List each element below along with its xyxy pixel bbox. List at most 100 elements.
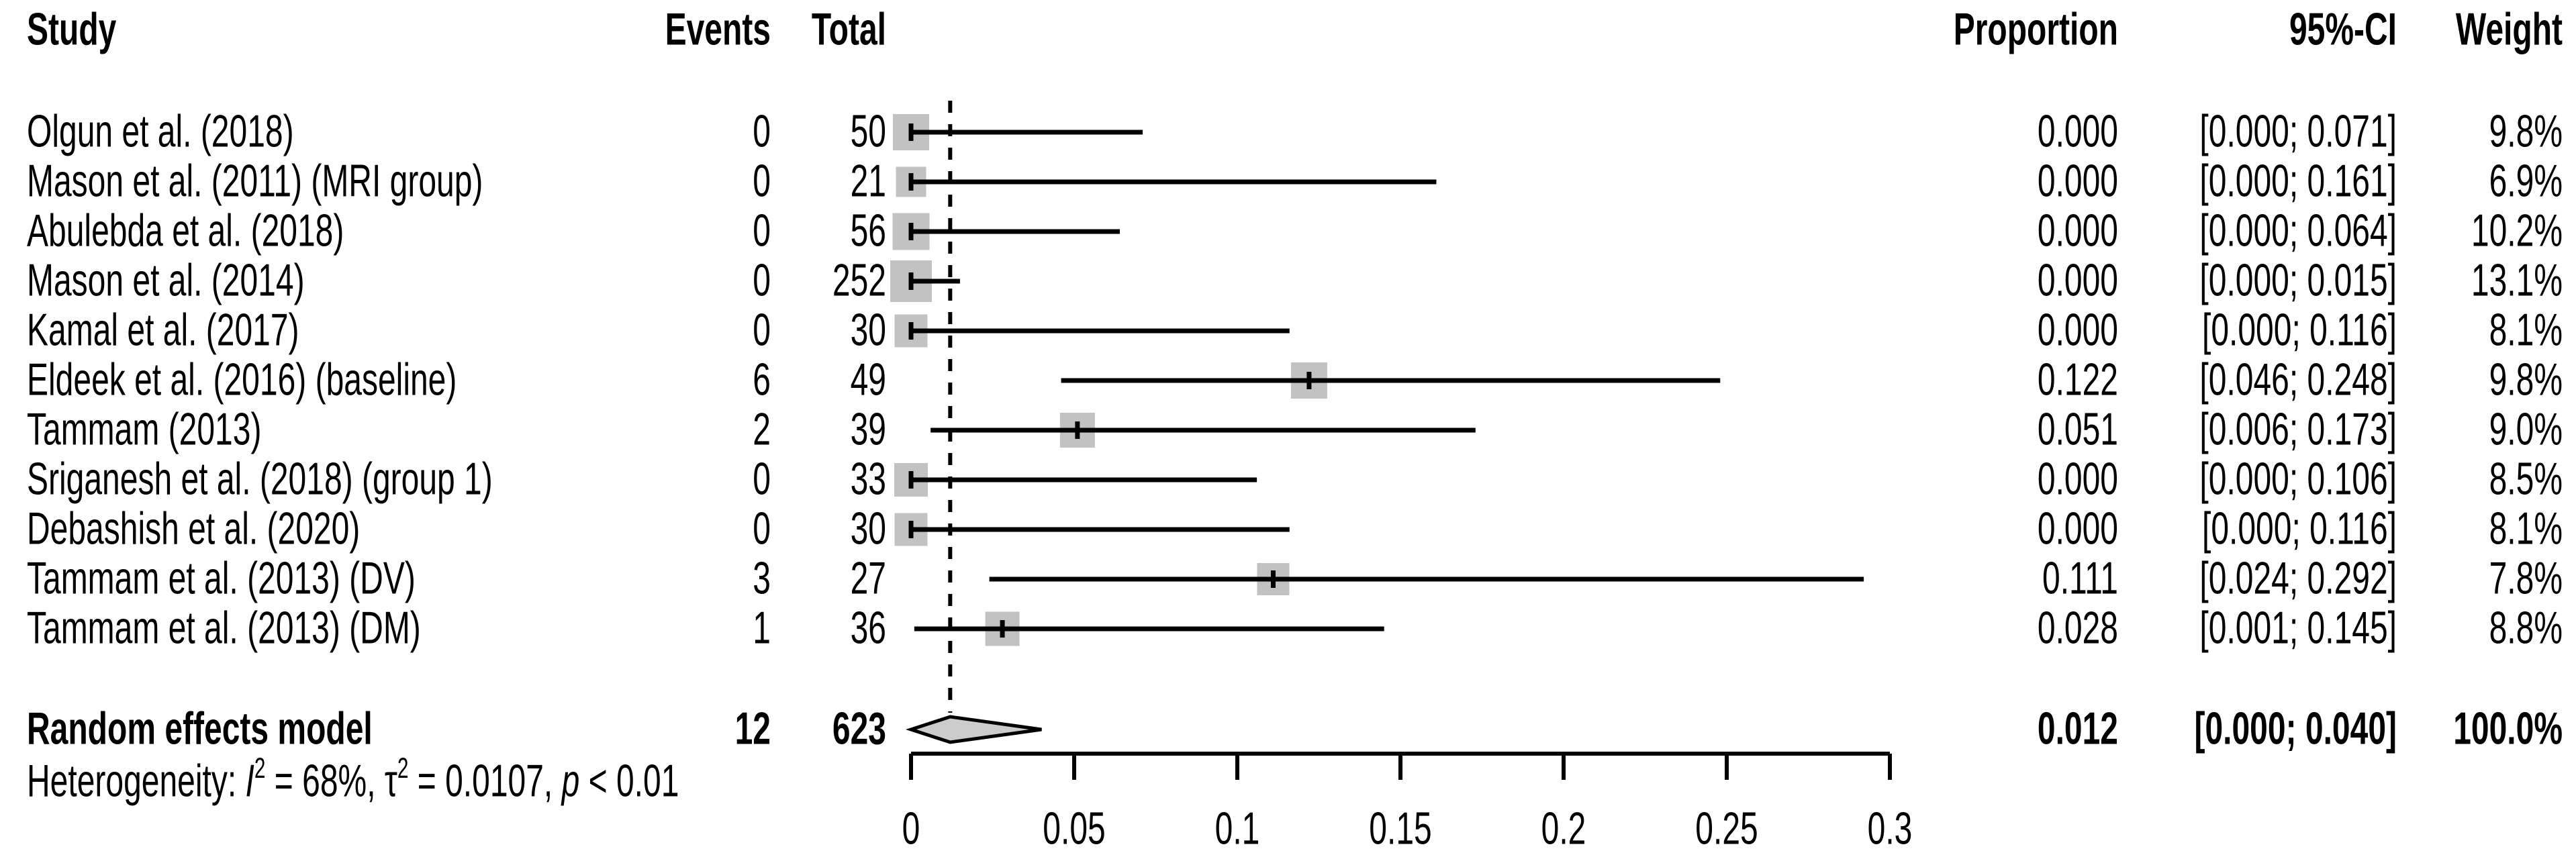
random-effects-weight: 100.0% [2453, 703, 2563, 754]
proportion-value: 0.028 [2037, 603, 2118, 654]
column-header-study: Study [27, 4, 117, 55]
study-label: Mason et al. (2014) [27, 255, 305, 306]
proportion-value: 0.111 [2042, 553, 2118, 604]
events-value: 3 [753, 553, 771, 604]
events-value: 1 [753, 603, 771, 654]
events-value: 6 [753, 354, 771, 405]
events-value: 0 [753, 305, 771, 356]
total-value: 252 [832, 255, 886, 306]
column-header-events: Events [665, 4, 771, 55]
ci-value: [0.024; 0.292] [2199, 553, 2397, 604]
proportion-value: 0.000 [2037, 205, 2118, 256]
point-estimate-tick [1000, 620, 1005, 638]
weight-value: 7.8% [2489, 553, 2563, 604]
proportion-value: 0.000 [2037, 305, 2118, 356]
x-axis-tick-label: 0.25 [1695, 803, 1758, 854]
total-value: 36 [850, 603, 886, 654]
point-estimate-tick [908, 123, 914, 141]
study-label: Debashish et al. (2020) [27, 503, 361, 554]
ci-value: [0.000; 0.015] [2199, 255, 2397, 306]
weight-value: 9.8% [2489, 106, 2563, 157]
proportion-value: 0.000 [2037, 106, 2118, 157]
total-value: 56 [850, 205, 886, 256]
ci-value: [0.000; 0.064] [2199, 205, 2397, 256]
total-value: 49 [850, 354, 886, 405]
total-value: 39 [850, 404, 886, 455]
point-estimate-tick [1306, 372, 1312, 389]
column-header-total: Total [811, 4, 886, 55]
study-label: Tammam et al. (2013) (DV) [27, 553, 416, 604]
weight-value: 6.9% [2489, 156, 2563, 207]
study-label: Tammam et al. (2013) (DM) [27, 603, 421, 654]
events-value: 0 [753, 503, 771, 554]
column-header-proportion: Proportion [1953, 4, 2118, 55]
random-effects-proportion: 0.012 [2037, 703, 2118, 754]
total-value: 21 [850, 156, 886, 207]
point-estimate-tick [908, 322, 914, 340]
point-estimate-tick [908, 521, 914, 538]
events-value: 0 [753, 156, 771, 207]
total-value: 27 [850, 553, 886, 604]
ci-value: [0.000; 0.116] [2201, 305, 2397, 356]
superscript: 2 [397, 752, 409, 785]
total-value: 33 [850, 454, 886, 505]
heterogeneity-text-segment: = 68%, [265, 756, 385, 807]
x-axis-tick-label: 0.15 [1369, 803, 1432, 854]
weight-value: 8.8% [2489, 603, 2563, 654]
point-estimate-tick [908, 223, 914, 240]
total-value: 30 [850, 503, 886, 554]
weight-value: 8.1% [2489, 305, 2563, 356]
study-label: Tammam (2013) [27, 404, 262, 455]
random-effects-ci: [0.000; 0.040] [2194, 703, 2397, 754]
point-estimate-tick [908, 272, 914, 290]
random-effects-total: 623 [832, 703, 886, 754]
x-axis-tick-label: 0.05 [1043, 803, 1106, 854]
weight-value: 8.1% [2489, 503, 2563, 554]
x-axis-tick-label: 0.2 [1541, 803, 1586, 854]
column-header-weight: Weight [2455, 4, 2563, 55]
weight-value: 9.8% [2489, 354, 2563, 405]
heterogeneity-text-segment: p [561, 756, 580, 807]
events-value: 0 [753, 205, 771, 256]
events-value: 2 [753, 404, 771, 455]
ci-value: [0.046; 0.248] [2199, 354, 2397, 405]
heterogeneity-text-segment: < 0.01 [579, 756, 679, 807]
weight-value: 13.1% [2471, 255, 2563, 306]
study-label: Abulebda et al. (2018) [27, 205, 344, 256]
x-axis-tick-label: 0.3 [1867, 803, 1913, 854]
study-label: Eldeek et al. (2016) (baseline) [27, 354, 457, 405]
random-effects-events: 12 [734, 703, 771, 754]
random-effects-label: Random effects model [27, 703, 373, 754]
proportion-value: 0.122 [2037, 354, 2118, 405]
study-label: Olgun et al. (2018) [27, 106, 294, 157]
x-axis-tick-label: 0 [902, 803, 920, 854]
heterogeneity-text-segment: I [245, 756, 254, 807]
ci-value: [0.006; 0.173] [2199, 404, 2397, 455]
proportion-value: 0.000 [2037, 503, 2118, 554]
total-value: 30 [850, 305, 886, 356]
events-value: 0 [753, 454, 771, 505]
ci-value: [0.000; 0.161] [2199, 156, 2397, 207]
events-value: 0 [753, 106, 771, 157]
weight-value: 9.0% [2489, 404, 2563, 455]
study-label: Kamal et al. (2017) [27, 305, 299, 356]
ci-value: [0.000; 0.106] [2199, 454, 2397, 505]
column-header-ci: 95%-CI [2289, 4, 2397, 55]
superscript: 2 [254, 752, 266, 785]
proportion-value: 0.000 [2037, 255, 2118, 306]
weight-value: 10.2% [2471, 205, 2563, 256]
heterogeneity-text-segment: = 0.0107, [408, 756, 562, 807]
heterogeneity-text-segment: Heterogeneity: [27, 756, 246, 807]
proportion-value: 0.000 [2037, 156, 2118, 207]
point-estimate-tick [908, 471, 914, 489]
proportion-value: 0.000 [2037, 454, 2118, 505]
x-axis-tick-label: 0.1 [1214, 803, 1260, 854]
events-value: 0 [753, 255, 771, 306]
total-value: 50 [850, 106, 886, 157]
ci-value: [0.000; 0.116] [2201, 503, 2397, 554]
weight-value: 8.5% [2489, 454, 2563, 505]
point-estimate-tick [1270, 570, 1276, 588]
ci-value: [0.001; 0.145] [2199, 603, 2397, 654]
point-estimate-tick [1075, 421, 1080, 439]
